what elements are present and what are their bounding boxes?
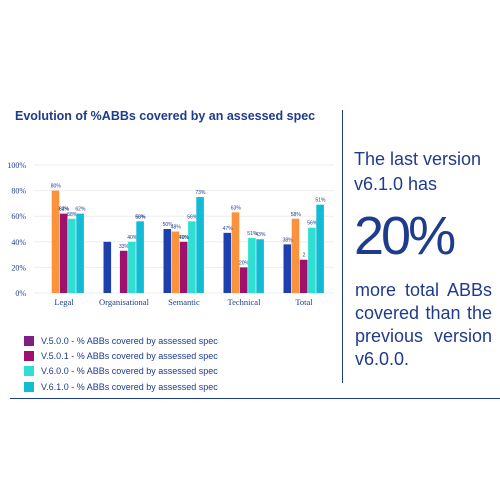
- data-label: 63%: [231, 205, 242, 211]
- bar: [223, 232, 232, 293]
- bar: [103, 241, 112, 293]
- legend-item: V.6.0.0 - % ABBs covered by assessed spe…: [24, 364, 218, 379]
- x-tick-label: Legal: [54, 297, 74, 307]
- legend-item: V.5.0.0 - % ABBs covered by assessed spe…: [24, 333, 218, 348]
- bar: [51, 190, 60, 293]
- data-label: 50%: [163, 222, 174, 228]
- bar: [59, 213, 68, 293]
- bar: [308, 227, 316, 293]
- data-label: 56%: [135, 214, 146, 220]
- data-label: 51%: [247, 231, 258, 237]
- bar: [299, 259, 308, 293]
- legend-label: V.6.1.0 - % ABBs covered by assessed spe…: [41, 381, 218, 392]
- chart-title: Evolution of %ABBs covered by an assesse…: [15, 109, 316, 123]
- bar: [231, 212, 240, 293]
- side-text-intro: The last version v6.1.0 has: [354, 149, 482, 194]
- data-label: 47%: [223, 226, 234, 232]
- bar: [256, 239, 264, 293]
- side-text-outro: more total ABBs covered than the previou…: [355, 280, 492, 369]
- y-tick-label: 20%: [11, 263, 26, 272]
- y-tick-label: 80%: [11, 187, 26, 196]
- bar: [196, 197, 204, 293]
- data-label: 68%: [135, 214, 146, 220]
- data-label: 79%: [179, 235, 190, 241]
- x-tick-label: Total: [295, 297, 313, 307]
- bar: [316, 204, 324, 293]
- legend-item: V.6.1.0 - % ABBs covered by assessed spe…: [24, 379, 218, 394]
- bar: [239, 267, 248, 293]
- data-label: 33%: [119, 244, 130, 250]
- bar: [188, 221, 196, 293]
- bar: [248, 237, 256, 293]
- data-label: 62%: [75, 207, 86, 213]
- legend-swatch: [24, 335, 34, 346]
- x-tick-label: Semantic: [168, 297, 200, 307]
- legend-swatch: [24, 366, 34, 377]
- data-label: 58%: [291, 212, 302, 218]
- data-label: 20%: [239, 260, 250, 266]
- bar: [291, 218, 300, 293]
- bar: [283, 244, 292, 293]
- data-label: 58%: [67, 212, 78, 218]
- bar: [163, 229, 172, 293]
- data-label: 73%: [195, 190, 206, 196]
- legend-swatch: [24, 381, 34, 392]
- data-label: 56%: [187, 214, 198, 220]
- data-label: 38%: [283, 237, 294, 243]
- bar: [68, 218, 76, 293]
- bar: [119, 250, 128, 293]
- y-tick-label: 100%: [7, 161, 26, 170]
- y-tick-label: 40%: [11, 238, 26, 247]
- bar: [179, 241, 188, 293]
- data-label: 40%: [179, 235, 190, 241]
- bar: [136, 221, 144, 293]
- legend-label: V.5.0.1 - % ABBs covered by assessed spe…: [41, 350, 218, 361]
- divider-vertical: [342, 110, 343, 383]
- legend-label: V.6.0.0 - % ABBs covered by assessed spe…: [41, 366, 218, 377]
- data-label: 43%: [255, 232, 266, 238]
- data-label: 40%: [127, 235, 138, 241]
- x-tick-label: Technical: [228, 297, 262, 307]
- legend-swatch: [24, 350, 34, 361]
- bar: [76, 213, 84, 293]
- legend: V.5.0.0 - % ABBs covered by assessed spe…: [24, 333, 218, 394]
- y-tick-label: 60%: [11, 212, 26, 221]
- bar: [171, 231, 180, 293]
- data-label: 80%: [51, 184, 62, 190]
- data-label: 51%: [315, 198, 326, 204]
- data-label: 84%: [59, 207, 70, 213]
- y-tick-label: 0%: [15, 289, 26, 298]
- data-label: 56%: [307, 221, 318, 227]
- data-label: 2: [303, 253, 306, 259]
- divider-horizontal: [10, 398, 500, 399]
- legend-item: V.5.0.1 - % ABBs covered by assessed spe…: [24, 348, 218, 363]
- legend-label: V.5.0.0 - % ABBs covered by assessed spe…: [41, 335, 218, 346]
- side-text-highlight: 20%: [354, 206, 456, 266]
- bar-chart: 0%20%40%60%80%100%80%62%58%62%Legal33%40…: [7, 161, 334, 307]
- bar: [128, 241, 136, 293]
- x-tick-label: Organisational: [99, 297, 150, 307]
- data-label: 48%: [171, 225, 182, 231]
- data-label: 62%: [59, 207, 70, 213]
